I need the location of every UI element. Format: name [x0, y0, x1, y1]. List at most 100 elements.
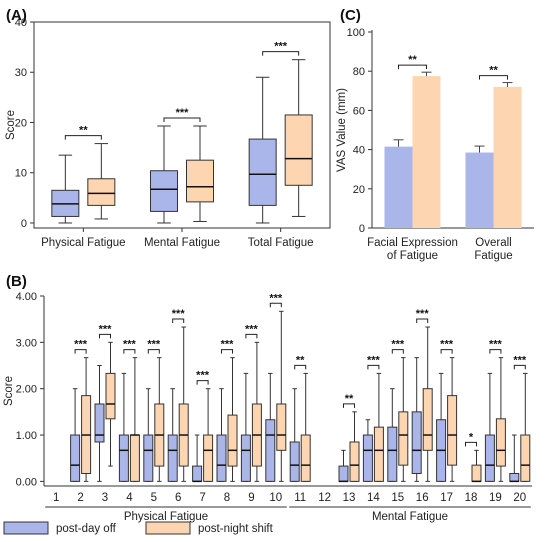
category-label: 2	[77, 492, 83, 504]
group-label: Physical Fatigue	[124, 511, 208, 523]
box-night-shift-box	[447, 395, 458, 466]
y-tick-label: 40	[353, 145, 365, 157]
box-night-shift-box	[186, 159, 214, 203]
category-label: 6	[175, 492, 181, 504]
significance-marker-bracket	[367, 364, 380, 370]
bar-night-shift	[493, 86, 522, 228]
significance-marker: **	[489, 65, 498, 77]
category-label: Total Fatigue	[248, 237, 314, 249]
box-day-off-box	[484, 434, 495, 482]
y-tick-label: 4.00	[16, 291, 37, 303]
legend-label-night-shift: post-night shift	[198, 523, 274, 535]
category-label: 9	[248, 492, 254, 504]
significance-marker: ***	[245, 323, 259, 335]
box-night-shift-box	[87, 178, 116, 206]
box-night-shift-box	[300, 434, 311, 482]
box-day-off-box	[216, 434, 227, 482]
significance-marker-bracket	[123, 349, 136, 354]
category-label: 11	[294, 492, 306, 504]
category-label: 12	[318, 492, 331, 504]
y-tick-label: 3.00	[16, 337, 37, 349]
significance-marker-bracket	[196, 380, 209, 385]
category-label: 1	[53, 492, 59, 504]
significance-marker-bracket	[262, 51, 300, 56]
significance-marker: ***	[221, 339, 235, 351]
category-label: 17	[440, 492, 453, 504]
box-night-shift-box	[422, 388, 433, 451]
significance-marker-bracket	[294, 364, 307, 370]
y-tick-label: 30	[15, 67, 27, 79]
legend: post-day off post-night shift	[3, 521, 274, 535]
box-day-off-box	[362, 434, 373, 482]
y-tick-label: 100	[347, 27, 365, 39]
significance-marker: ***	[440, 339, 454, 351]
y-tick-label: 2.00	[16, 384, 37, 396]
panel-a-boxplot: 0 10 20 30 40 Score Physical Fatigue ** Mental F…	[5, 17, 331, 249]
box-night-shift-box	[471, 464, 482, 482]
significance-marker-bracket	[465, 441, 477, 447]
significance-marker: ***	[123, 339, 137, 351]
y-axis-title: Score	[5, 110, 17, 140]
y-tick-label: 40	[15, 17, 27, 29]
category-label: 4	[126, 492, 133, 504]
box-day-off-box	[192, 465, 203, 482]
panel-label-b: (B)	[6, 273, 27, 290]
category-label: Overall	[475, 237, 511, 249]
box-night-shift-box	[495, 418, 506, 467]
significance-marker: ***	[74, 339, 88, 351]
category-label: Fatigue	[474, 250, 512, 262]
significance-marker: ***	[489, 339, 503, 351]
y-tick-label: 60	[353, 105, 365, 117]
category-label: Mental Fatigue	[144, 237, 220, 249]
category-label: 13	[343, 492, 356, 504]
significance-marker: **	[79, 125, 88, 137]
panel-label-c: (C)	[340, 7, 361, 24]
box-night-shift-box	[276, 403, 287, 451]
box-night-shift-box	[373, 426, 384, 482]
significance-marker: ***	[274, 41, 288, 53]
y-axis-title: VAS Value (mm)	[336, 88, 348, 172]
significance-marker-bracket	[440, 349, 453, 354]
box-night-shift-box	[203, 434, 214, 482]
box-night-shift-box	[129, 434, 140, 482]
significance-marker: ***	[172, 308, 186, 320]
category-label: 5	[151, 492, 157, 504]
significance-marker-bracket	[513, 364, 526, 370]
significance-marker-bracket	[343, 403, 355, 408]
category-label: 10	[269, 492, 282, 504]
box-day-off-box	[143, 434, 154, 482]
category-label: of Fatigue	[387, 250, 438, 262]
significance-marker-bracket	[163, 117, 201, 123]
significance-marker-bracket	[269, 302, 282, 308]
significance-marker-bracket	[391, 349, 404, 354]
significance-marker: **	[408, 54, 417, 66]
significance-marker-bracket	[172, 318, 185, 324]
bar-day-off	[384, 146, 413, 228]
box-day-off-box	[150, 170, 178, 212]
significance-marker-bracket	[64, 135, 102, 140]
box-night-shift-box	[105, 372, 116, 420]
category-label: 15	[391, 492, 404, 504]
category-label: 19	[489, 492, 502, 504]
significance-marker: *	[469, 431, 474, 443]
bar-night-shift	[412, 76, 441, 228]
category-label: 3	[102, 492, 108, 504]
box-night-shift-box	[520, 434, 531, 482]
y-tick-label: 0	[21, 218, 27, 230]
category-label: 16	[416, 492, 429, 504]
category-label: Facial Expression	[367, 237, 458, 249]
significance-marker: **	[296, 354, 305, 366]
significance-marker: ***	[147, 339, 161, 351]
significance-marker-bracket	[416, 318, 429, 324]
category-label: 18	[465, 492, 478, 504]
y-tick-label: 0	[359, 223, 365, 235]
box-day-off-box	[509, 472, 520, 482]
box-day-off-box	[240, 434, 251, 482]
category-label: 20	[513, 492, 526, 504]
box-day-off-box	[265, 419, 276, 482]
significance-marker: ***	[367, 354, 381, 366]
significance-marker-bracket	[221, 349, 233, 354]
category-label: 14	[367, 492, 380, 504]
significance-marker-bracket	[99, 333, 111, 339]
